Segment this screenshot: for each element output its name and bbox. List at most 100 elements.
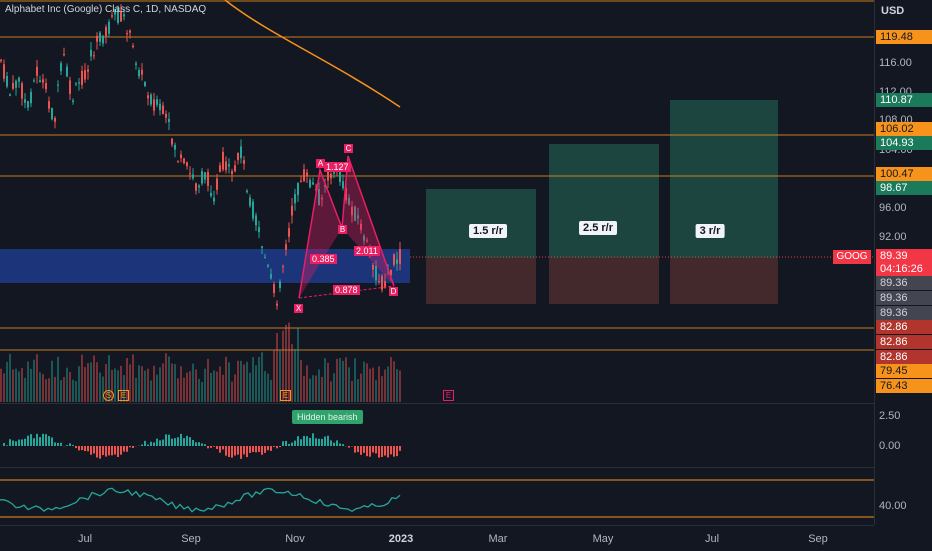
time-axis[interactable]: Jul Sep Nov 2023 Mar May Jul Sep: [0, 525, 874, 551]
candle-body: [309, 180, 311, 187]
macd-bar: [306, 436, 308, 446]
candle-body: [300, 181, 302, 182]
volume-bar: [369, 369, 371, 402]
candle-body: [255, 215, 257, 225]
volume-bar: [78, 366, 80, 402]
candle-body: [144, 82, 146, 86]
macd-bar: [324, 437, 326, 446]
volume-bar: [219, 366, 221, 402]
candle-body: [174, 145, 176, 150]
candle-body: [231, 171, 233, 174]
macd-bar: [87, 446, 89, 451]
candle-body: [183, 158, 185, 163]
candle-body: [237, 153, 239, 160]
macd-bar: [363, 446, 365, 453]
macd-bar: [216, 446, 218, 449]
volume-bar: [375, 380, 377, 402]
macd-bar: [198, 442, 200, 446]
volume-bar: [96, 362, 98, 402]
macd-bar: [39, 437, 41, 446]
candle-body: [204, 172, 206, 179]
pane-separator[interactable]: [0, 467, 874, 468]
macd-bar: [333, 443, 335, 446]
candle-body: [111, 15, 113, 16]
volume-bar: [207, 359, 209, 402]
macd-bar: [45, 434, 47, 446]
candle-body: [159, 104, 161, 110]
volume-bar: [168, 357, 170, 402]
macd-bar: [99, 446, 101, 459]
volume-bar: [258, 357, 260, 402]
candle-body: [312, 182, 314, 184]
candle-body: [276, 304, 278, 306]
macd-bar: [399, 446, 401, 451]
candle-body: [66, 67, 68, 77]
macd-bar: [258, 446, 260, 452]
target-badge: 110.87: [876, 93, 932, 107]
macd-bar: [159, 440, 161, 446]
stop-badge: 82.86: [876, 335, 932, 349]
candle-body: [135, 63, 137, 64]
volume-bar: [33, 360, 35, 402]
chart-area[interactable]: Alphabet Inc (Google) Class C, 1D, NASDA…: [0, 0, 874, 525]
macd-bar: [372, 446, 374, 452]
macd-bar: [153, 442, 155, 446]
macd-bar: [222, 446, 224, 449]
candle-body: [375, 266, 377, 280]
volume-bar: [381, 376, 383, 402]
candle-body: [18, 78, 20, 82]
volume-bar: [324, 358, 326, 402]
candle-body: [297, 183, 299, 195]
price-axis[interactable]: USD 116.00 112.00 108.00 104.00 96.00 92…: [874, 0, 932, 525]
countdown-badge: 04:16:26: [876, 262, 932, 276]
macd-bar: [51, 437, 53, 446]
volume-bar: [114, 368, 116, 402]
macd-bar: [24, 439, 26, 446]
candle-body: [126, 33, 128, 34]
candle-body: [273, 284, 275, 293]
split-event-icon[interactable]: S: [103, 390, 114, 401]
pane-separator[interactable]: [0, 403, 874, 404]
macd-tick: 2.50: [879, 410, 900, 422]
macd-bar: [234, 446, 236, 456]
volume-bar: [141, 366, 143, 402]
macd-bar: [42, 434, 44, 446]
volume-bar: [315, 375, 317, 402]
volume-bar: [60, 380, 62, 402]
time-label: Jul: [705, 533, 719, 545]
earnings-event-icon[interactable]: E: [118, 390, 129, 401]
candle-body: [180, 155, 182, 159]
macd-bar: [276, 446, 278, 448]
macd-bar: [81, 446, 83, 450]
target-badge: 98.67: [876, 181, 932, 195]
level-badge: 106.02: [876, 122, 932, 136]
rr-label-1: 1.5 r/r: [469, 224, 507, 238]
macd-bar: [219, 446, 221, 453]
volume-bar: [6, 362, 8, 402]
macd-bar: [150, 442, 152, 446]
candle-body: [216, 179, 218, 190]
candle-body: [12, 83, 14, 89]
candle-body: [228, 164, 230, 166]
volume-bar: [177, 378, 179, 402]
ratio-bd: 2.011: [354, 246, 380, 256]
candle-body: [198, 186, 200, 188]
time-label: Mar: [489, 533, 508, 545]
earnings-event-icon[interactable]: E: [443, 390, 454, 401]
chart-canvas[interactable]: [0, 0, 874, 525]
macd-bar: [393, 446, 395, 457]
macd-bar: [387, 446, 389, 457]
volume-bar: [57, 357, 59, 402]
time-label: Nov: [285, 533, 305, 545]
volume-bar: [228, 362, 230, 402]
volume-bar: [36, 354, 38, 402]
volume-bar: [87, 363, 89, 402]
macd-bar: [225, 446, 227, 456]
volume-bar: [201, 382, 203, 402]
level-badge: 100.47: [876, 167, 932, 181]
time-label: Sep: [181, 533, 201, 545]
candle-body: [258, 227, 260, 232]
macd-bar: [204, 444, 206, 446]
candle-body: [195, 183, 197, 190]
earnings-event-icon[interactable]: E: [280, 390, 291, 401]
